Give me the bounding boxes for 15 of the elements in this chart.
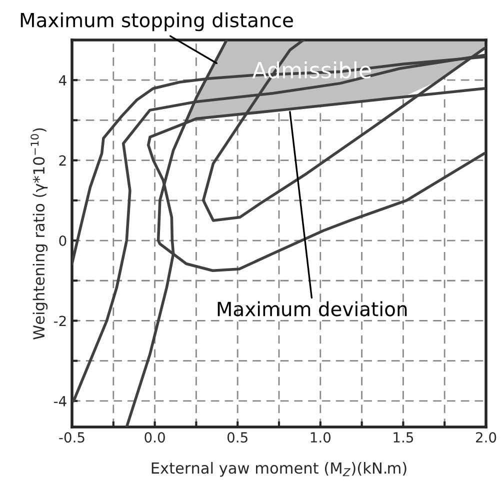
- x-axis-title: External yaw moment (M$_{Z}$)(kN.m): [152, 462, 406, 477]
- x-tick-label: 0.0: [144, 432, 165, 443]
- x-tick-label: 1.5: [394, 432, 414, 443]
- y-tick-label: 0: [59, 235, 66, 246]
- annotation: Maximum deviation: [218, 301, 407, 316]
- x-tick-label: 0.5: [227, 432, 248, 443]
- y-axis-title: Weightening ratio (γ*10$^{−10}$): [30, 128, 48, 340]
- x-tick-label: 1.0: [310, 432, 331, 443]
- y-tick-label: 2: [59, 155, 66, 166]
- y-tick-label: -4: [54, 396, 66, 406]
- annotation: Maximum stopping distance: [20, 12, 293, 32]
- y-tick-label: 4: [58, 75, 66, 86]
- x-tick-label: -0.5: [59, 432, 84, 443]
- x-tick-label: 2.0: [476, 432, 496, 443]
- y-tick-label: -2: [54, 316, 66, 326]
